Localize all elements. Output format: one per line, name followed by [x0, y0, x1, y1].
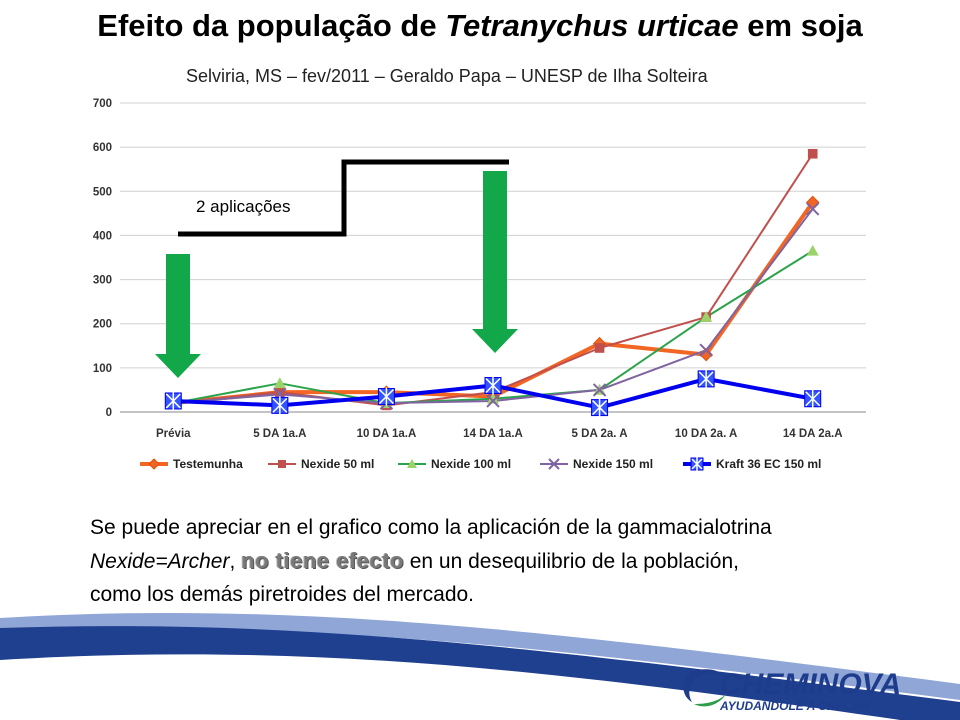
y-tick-label: 100 [93, 363, 112, 375]
data-point [377, 387, 395, 406]
data-point [806, 202, 820, 216]
y-tick-label: 600 [93, 142, 112, 154]
data-point [487, 392, 499, 404]
legend-label: Kraft 36 EC 150 ml [716, 457, 821, 471]
x-tick-label: Prévia [156, 428, 191, 440]
data-point [700, 311, 713, 322]
legend-entry: Kraft 36 EC 150 ml [683, 457, 821, 471]
data-point [591, 398, 609, 417]
chart-legend: Testemunha Nexide 50 ml Nexide 100 ml Nexid… [140, 457, 821, 471]
decorative-band-dark [0, 626, 960, 720]
x-tick-label: 10 DA 1a.A [357, 428, 417, 440]
data-point [804, 389, 822, 408]
x-tick-label: 10 DA 2a. A [675, 428, 737, 440]
logo-name: CHEMINOVA [720, 668, 901, 701]
data-point [486, 394, 500, 408]
data-point [273, 377, 286, 389]
x-tick-label: 5 DA 1a.A [253, 428, 306, 440]
page-title: Efeito da população de Tetranychus urtic… [97, 8, 863, 43]
arrow-down-icon [155, 254, 201, 378]
body-line-3: como los demás piretroides del mercado. [90, 583, 475, 606]
legend-label: Testemunha [173, 457, 243, 471]
logo-tagline: AYUDANDOLE A CRECER [719, 699, 869, 713]
data-point [164, 391, 182, 410]
y-tick-label: 0 [106, 407, 112, 419]
y-tick-label: 300 [93, 275, 112, 287]
legend-label: Nexide 100 ml [431, 457, 511, 471]
emphasis-text: no tiene efecto [241, 548, 404, 573]
y-axis-ticks: 0 100 200 300 400 500 600 700 [93, 98, 112, 419]
data-point [806, 244, 819, 256]
x-tick-label: 5 DA 2a. A [572, 428, 628, 440]
legend-label: Nexide 150 ml [573, 457, 653, 471]
y-tick-label: 200 [93, 319, 112, 331]
y-tick-label: 700 [93, 98, 112, 110]
data-point [807, 148, 818, 159]
x-tick-label: 14 DA 2a.A [783, 428, 843, 440]
body-line-2: Nexide=Archer, no tiene efecto en un des… [90, 548, 739, 573]
y-tick-label: 500 [93, 186, 112, 198]
x-axis-ticks: Prévia 5 DA 1a.A 10 DA 1a.A 14 DA 1a.A 5 DA … [156, 428, 843, 440]
legend-label: Nexide 50 ml [301, 457, 374, 471]
legend-entry: Nexide 150 ml [540, 457, 653, 471]
body-text: Se puede apreciar en el grafico como la … [90, 511, 910, 611]
data-point [592, 383, 607, 397]
data-point [271, 396, 289, 415]
logo-swoosh-icon [683, 669, 726, 702]
legend-entry: Nexide 50 ml [268, 457, 374, 471]
legend-entry: Nexide 100 ml [398, 457, 511, 471]
data-point [697, 369, 715, 388]
body-line-1: Se puede apreciar en el grafico como la … [90, 516, 772, 539]
data-point [699, 343, 713, 357]
arrow-down-icon [472, 171, 518, 353]
legend-entry: Testemunha [140, 457, 243, 471]
cheminova-logo: CHEMINOVA AYUDANDOLE A CRECER [683, 668, 901, 713]
annotation-label: 2 aplicações [196, 197, 291, 216]
x-tick-label: 14 DA 1a.A [463, 428, 523, 440]
y-tick-label: 400 [93, 230, 112, 242]
data-point [594, 343, 605, 353]
data-point [275, 387, 285, 397]
application-bracket [178, 159, 509, 237]
page-subtitle: Selviria, MS – fev/2011 – Geraldo Papa –… [186, 66, 708, 86]
data-point [699, 347, 713, 362]
data-point [484, 376, 502, 395]
chart-markers [164, 148, 822, 417]
decorative-band-light [0, 612, 960, 700]
